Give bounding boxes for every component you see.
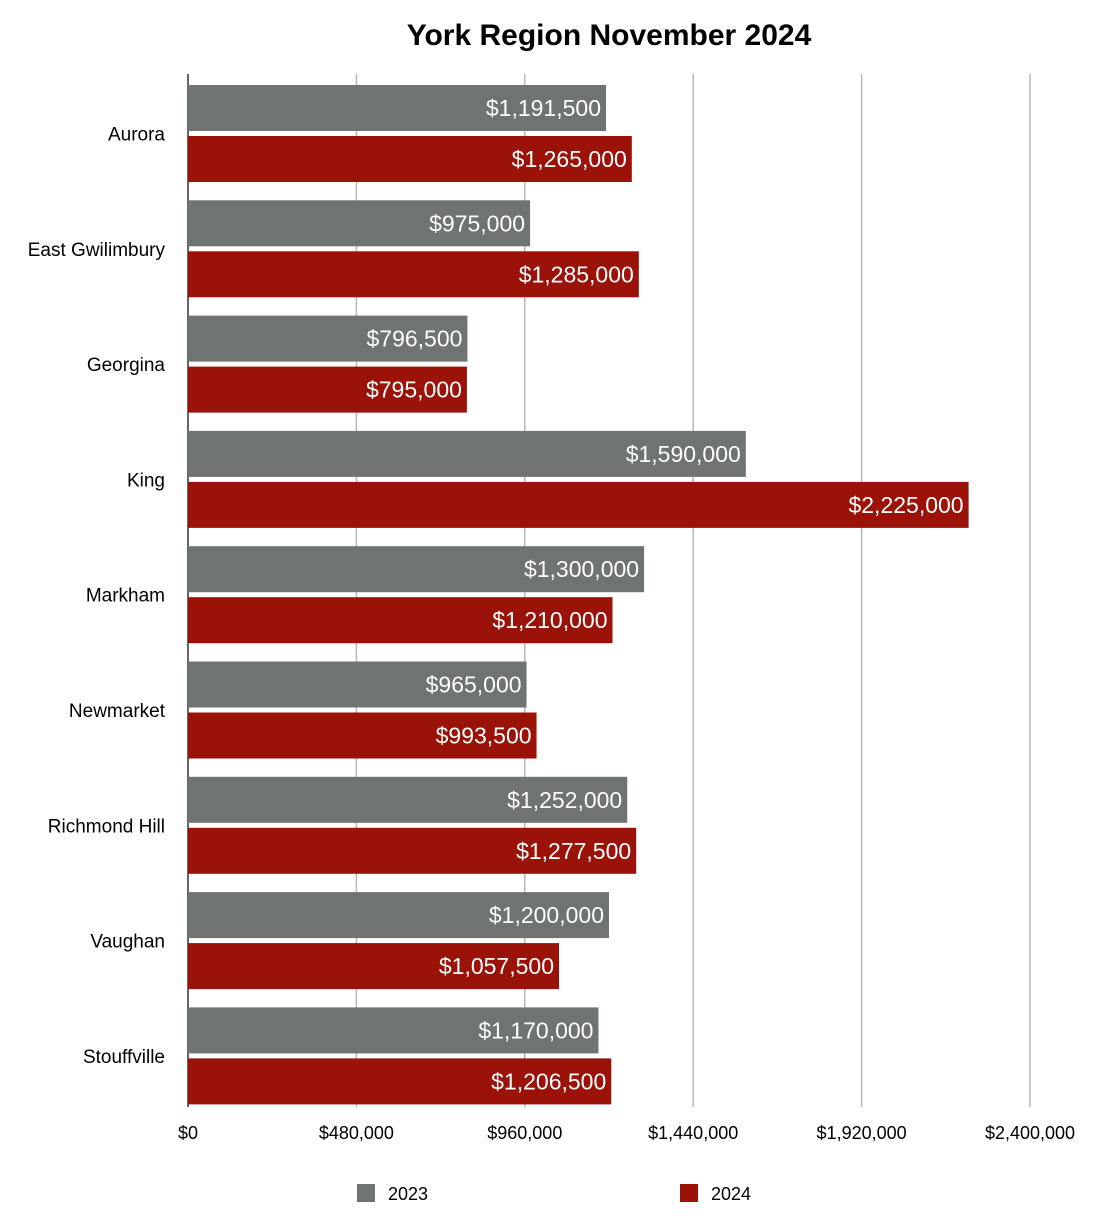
legend-label: 2023 — [388, 1184, 428, 1204]
bar-data-label: $993,500 — [436, 723, 532, 749]
bar-2023 — [188, 661, 527, 708]
bar-data-label: $796,500 — [367, 326, 463, 352]
category-label: Vaughan — [90, 932, 165, 953]
bar-data-label: $2,225,000 — [848, 492, 963, 518]
bar-data-label: $1,300,000 — [524, 556, 639, 582]
bar-data-label: $1,285,000 — [519, 261, 634, 287]
legend: 2023 2024 — [357, 1184, 751, 1204]
category-label: Georgina — [87, 355, 166, 376]
x-tick-label: $960,000 — [487, 1123, 562, 1143]
x-tick-label: $1,440,000 — [648, 1123, 738, 1143]
bar-2024 — [188, 943, 560, 990]
bar-data-label: $1,590,000 — [626, 441, 741, 467]
x-axis-tick-labels: $0 $480,000 $960,000 $1,440,000 $1,920,000 $2… — [178, 1123, 1075, 1143]
bar-2023 — [188, 85, 607, 131]
x-tick-label: $2,400,000 — [985, 1123, 1075, 1143]
category-label: Newmarket — [69, 701, 166, 722]
bar-2024 — [188, 136, 632, 182]
bar-2023 — [188, 776, 628, 823]
bar-data-label: $795,000 — [366, 377, 462, 403]
legend-swatch — [680, 1184, 698, 1202]
bar-data-label: $1,277,500 — [516, 838, 631, 864]
bar-2023 — [188, 200, 531, 247]
category-label: East Gwilimbury — [28, 240, 166, 261]
x-tick-label: $1,920,000 — [817, 1123, 907, 1143]
bar-data-label: $975,000 — [429, 210, 525, 236]
bar-2024 — [188, 1058, 612, 1105]
bar-data-label: $1,200,000 — [489, 902, 604, 928]
bar-2024 — [188, 481, 969, 528]
bar-2024 — [188, 597, 613, 644]
bar-data-label: $1,252,000 — [507, 787, 622, 813]
legend-label: 2024 — [711, 1184, 751, 1204]
bar-data-label: $1,191,500 — [486, 95, 601, 121]
category-label: Aurora — [108, 125, 165, 146]
bar-data-label: $1,265,000 — [512, 146, 627, 172]
category-label: Richmond Hill — [48, 816, 165, 837]
bar-2023 — [188, 546, 645, 593]
legend-swatch — [357, 1184, 375, 1202]
bars: $1,191,500 $1,265,000 $975,000 $1,285,000 $7… — [188, 85, 969, 1105]
category-label: Markham — [86, 586, 165, 607]
bar-data-label: $965,000 — [426, 672, 522, 698]
bar-2023 — [188, 892, 609, 939]
bar-2023 — [188, 430, 746, 477]
bar-2024 — [188, 712, 537, 759]
category-labels: Aurora East Gwilimbury Georgina King Markham… — [28, 125, 166, 1068]
chart-title: York Region November 2024 — [407, 19, 812, 52]
bar-2023 — [188, 315, 468, 362]
bar-2024 — [188, 827, 637, 874]
bar-data-label: $1,210,000 — [492, 607, 607, 633]
x-tick-label: $480,000 — [319, 1123, 394, 1143]
bar-data-label: $1,170,000 — [478, 1017, 593, 1043]
bar-2024 — [188, 251, 639, 298]
x-tick-label: $0 — [178, 1123, 198, 1143]
bar-data-label: $1,057,500 — [439, 953, 554, 979]
bar-2023 — [188, 1007, 599, 1054]
bar-data-label: $1,206,500 — [491, 1068, 606, 1094]
bar-2024 — [188, 366, 467, 413]
category-label: King — [127, 470, 165, 491]
category-label: Stouffville — [83, 1047, 165, 1068]
